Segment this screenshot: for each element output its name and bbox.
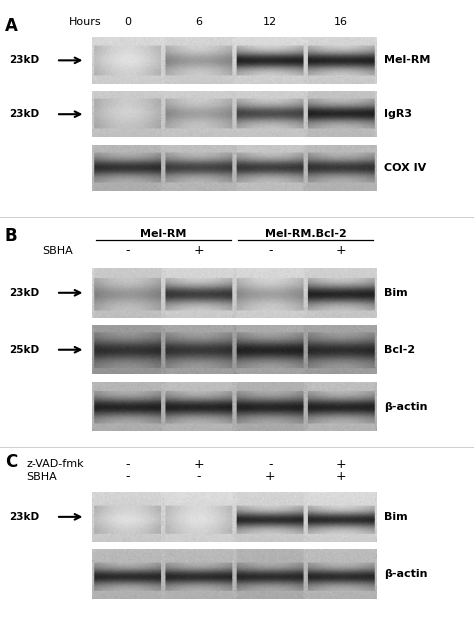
Text: β-actin: β-actin xyxy=(384,402,428,412)
Text: +: + xyxy=(336,457,346,471)
Text: -: - xyxy=(197,470,201,483)
Text: A: A xyxy=(5,17,18,35)
Text: 23kD: 23kD xyxy=(9,288,40,298)
Text: SBHA: SBHA xyxy=(43,246,73,256)
Text: COX IV: COX IV xyxy=(384,163,426,173)
Text: -: - xyxy=(268,244,273,258)
Text: β-actin: β-actin xyxy=(384,569,428,579)
Text: 25kD: 25kD xyxy=(9,345,40,355)
Text: -: - xyxy=(126,244,130,258)
Text: C: C xyxy=(5,453,17,471)
Text: Mel-RM: Mel-RM xyxy=(140,229,187,239)
Text: Bim: Bim xyxy=(384,512,408,522)
Text: -: - xyxy=(126,470,130,483)
Text: +: + xyxy=(194,457,204,471)
Text: -: - xyxy=(126,457,130,471)
Text: +: + xyxy=(336,470,346,483)
Text: z-VAD-fmk: z-VAD-fmk xyxy=(26,459,84,469)
Text: 6: 6 xyxy=(196,17,202,27)
Text: 23kD: 23kD xyxy=(9,512,40,522)
Text: +: + xyxy=(194,244,204,258)
Text: 23kD: 23kD xyxy=(9,109,40,119)
Text: Mel-RM.Bcl-2: Mel-RM.Bcl-2 xyxy=(265,229,346,239)
Text: IgR3: IgR3 xyxy=(384,109,412,119)
Text: 23kD: 23kD xyxy=(9,55,40,66)
Text: B: B xyxy=(5,227,18,245)
Text: Hours: Hours xyxy=(69,17,101,27)
Text: -: - xyxy=(268,457,273,471)
Text: Bim: Bim xyxy=(384,288,408,298)
Text: Bcl-2: Bcl-2 xyxy=(384,345,415,355)
Text: +: + xyxy=(336,244,346,258)
Text: 16: 16 xyxy=(334,17,348,27)
Text: 12: 12 xyxy=(263,17,277,27)
Text: SBHA: SBHA xyxy=(26,472,57,482)
Text: 0: 0 xyxy=(125,17,131,27)
Text: Mel-RM: Mel-RM xyxy=(384,55,430,66)
Text: +: + xyxy=(265,470,275,483)
